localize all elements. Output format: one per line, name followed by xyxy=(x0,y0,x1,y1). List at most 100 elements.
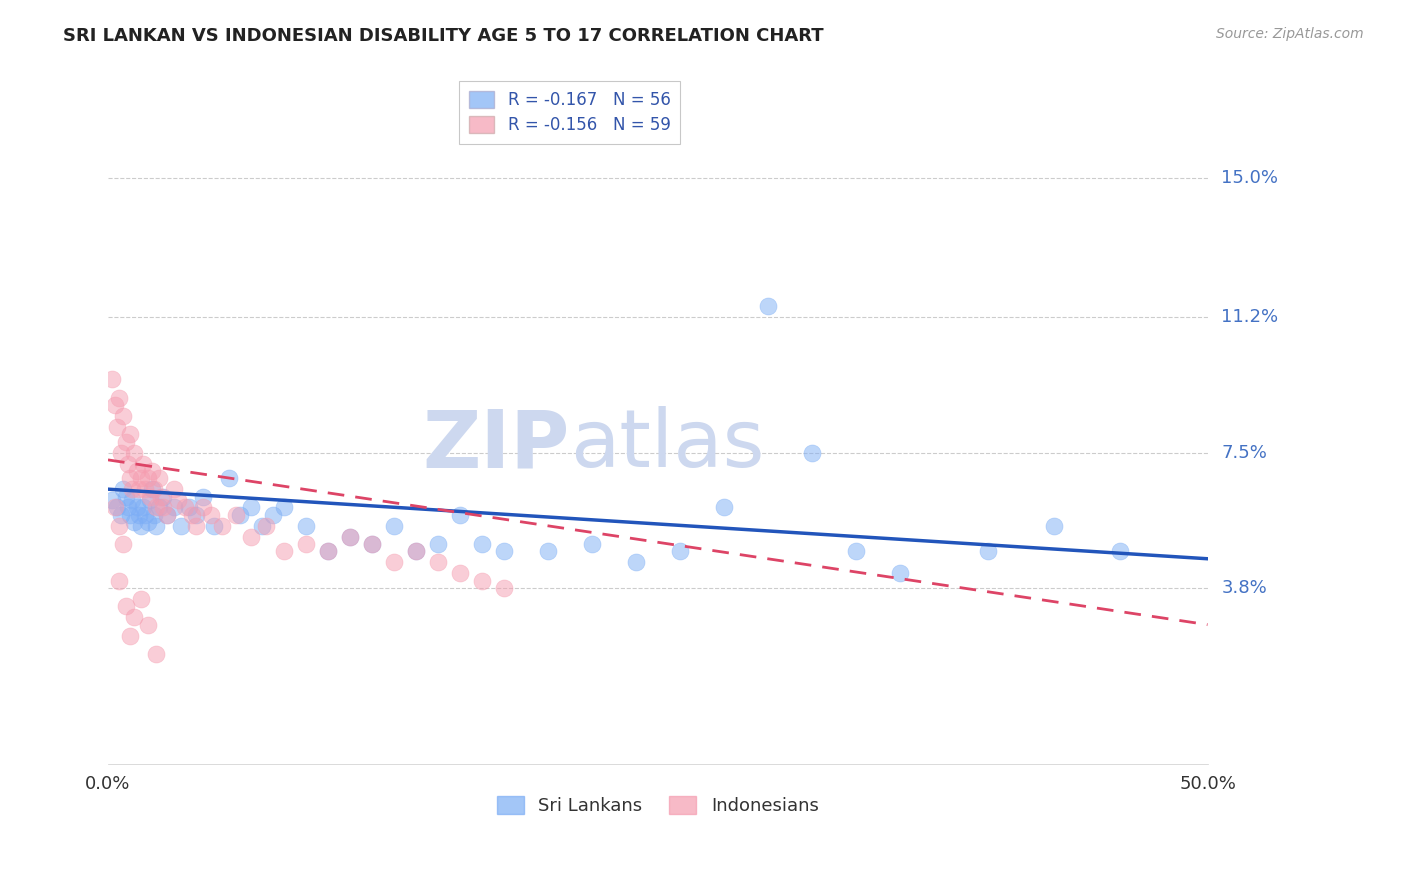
Point xyxy=(124,445,146,459)
Point xyxy=(800,445,823,459)
Point xyxy=(129,518,152,533)
Point xyxy=(471,537,494,551)
Point xyxy=(139,493,162,508)
Point xyxy=(118,508,141,522)
Point xyxy=(128,482,150,496)
Point xyxy=(108,518,131,533)
Point xyxy=(117,457,139,471)
Point xyxy=(405,544,427,558)
Point xyxy=(713,500,735,515)
Point xyxy=(163,500,186,515)
Point xyxy=(295,537,318,551)
Point xyxy=(295,518,318,533)
Point xyxy=(191,490,214,504)
Text: 11.2%: 11.2% xyxy=(1222,308,1278,326)
Point xyxy=(143,482,166,496)
Point xyxy=(101,493,124,508)
Point xyxy=(262,508,284,522)
Point xyxy=(156,508,179,522)
Point xyxy=(117,500,139,515)
Point xyxy=(136,471,159,485)
Point xyxy=(492,544,515,558)
Point xyxy=(202,518,225,533)
Point xyxy=(136,515,159,529)
Point xyxy=(141,482,163,496)
Point xyxy=(218,471,240,485)
Legend: Sri Lankans, Indonesians: Sri Lankans, Indonesians xyxy=(489,789,827,822)
Point xyxy=(145,518,167,533)
Point xyxy=(132,500,155,515)
Point xyxy=(148,471,170,485)
Point xyxy=(125,500,148,515)
Point xyxy=(129,471,152,485)
Point xyxy=(1108,544,1130,558)
Point xyxy=(149,490,172,504)
Point xyxy=(114,599,136,614)
Point xyxy=(145,500,167,515)
Point xyxy=(105,500,128,515)
Point xyxy=(152,490,174,504)
Point xyxy=(179,500,201,515)
Point xyxy=(134,482,156,496)
Point xyxy=(124,515,146,529)
Point xyxy=(360,537,382,551)
Point xyxy=(405,544,427,558)
Point xyxy=(148,500,170,515)
Point xyxy=(200,508,222,522)
Point xyxy=(581,537,603,551)
Point xyxy=(112,537,135,551)
Point xyxy=(191,500,214,515)
Point xyxy=(156,508,179,522)
Point xyxy=(382,556,405,570)
Point xyxy=(273,544,295,558)
Point xyxy=(250,518,273,533)
Point xyxy=(624,556,647,570)
Point xyxy=(152,500,174,515)
Point xyxy=(141,464,163,478)
Point xyxy=(273,500,295,515)
Point xyxy=(145,647,167,661)
Point xyxy=(108,391,131,405)
Point xyxy=(124,610,146,624)
Point xyxy=(316,544,339,558)
Point xyxy=(128,508,150,522)
Point xyxy=(110,508,132,522)
Point xyxy=(449,566,471,581)
Point xyxy=(225,508,247,522)
Point xyxy=(118,471,141,485)
Point xyxy=(668,544,690,558)
Point xyxy=(163,482,186,496)
Point xyxy=(118,629,141,643)
Point xyxy=(132,457,155,471)
Point xyxy=(143,508,166,522)
Text: 3.8%: 3.8% xyxy=(1222,579,1267,597)
Point xyxy=(169,518,191,533)
Point xyxy=(114,434,136,449)
Point xyxy=(449,508,471,522)
Point xyxy=(239,500,262,515)
Text: ZIP: ZIP xyxy=(423,407,569,484)
Point xyxy=(239,530,262,544)
Point xyxy=(889,566,911,581)
Point xyxy=(112,482,135,496)
Point xyxy=(180,508,202,522)
Point xyxy=(382,518,405,533)
Point xyxy=(184,518,207,533)
Text: Source: ZipAtlas.com: Source: ZipAtlas.com xyxy=(1216,27,1364,41)
Point xyxy=(108,574,131,588)
Point xyxy=(101,372,124,386)
Text: SRI LANKAN VS INDONESIAN DISABILITY AGE 5 TO 17 CORRELATION CHART: SRI LANKAN VS INDONESIAN DISABILITY AGE … xyxy=(63,27,824,45)
Point xyxy=(211,518,233,533)
Point xyxy=(339,530,361,544)
Point xyxy=(103,500,125,515)
Point xyxy=(114,490,136,504)
Point xyxy=(121,493,143,508)
Point xyxy=(110,445,132,459)
Point xyxy=(756,299,779,313)
Point xyxy=(105,420,128,434)
Point xyxy=(134,508,156,522)
Point xyxy=(229,508,252,522)
Point xyxy=(426,537,449,551)
Point xyxy=(121,482,143,496)
Point xyxy=(492,581,515,595)
